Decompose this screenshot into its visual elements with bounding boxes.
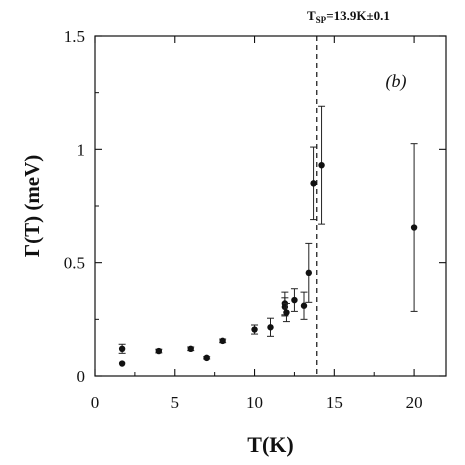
data-point (291, 296, 298, 304)
transition-label-subscript: SP (316, 15, 327, 25)
x-tick-label: 20 (406, 393, 423, 412)
data-point (219, 337, 226, 345)
transition-label-main: T (307, 8, 316, 23)
y-tick-label: 1.5 (64, 27, 85, 46)
y-tick-label: 0 (77, 367, 86, 386)
x-axis-label: T(K) (247, 432, 293, 457)
data-point (155, 347, 163, 355)
x-tick-label: 15 (326, 393, 343, 412)
transition-label-value: =13.9K±0.1 (326, 8, 390, 23)
data-point (187, 345, 194, 352)
data-point (305, 269, 312, 277)
x-tick-label: 0 (91, 393, 100, 412)
data-point (203, 354, 210, 362)
y-axis-ticks: 0 0.5 1 1.5 (64, 27, 446, 386)
transition-label: TSP=13.9K±0.1 (307, 8, 390, 25)
data-point (118, 360, 126, 367)
x-tick-label: 10 (246, 393, 263, 412)
data-points (118, 105, 418, 367)
panel-label: (b) (386, 71, 407, 92)
data-point (267, 324, 274, 331)
data-point (310, 180, 317, 187)
y-tick-label: 1 (77, 140, 86, 159)
data-point (118, 345, 126, 352)
data-point (251, 326, 258, 333)
data-point (300, 302, 308, 309)
y-axis-label: Γ(T) (meV) (20, 155, 44, 258)
x-tick-label: 5 (171, 393, 180, 412)
data-point (283, 309, 290, 316)
y-tick-label: 0.5 (64, 254, 85, 273)
data-point (318, 162, 325, 169)
x-axis-ticks: 0 5 10 15 20 (91, 36, 423, 412)
data-point (410, 224, 418, 231)
